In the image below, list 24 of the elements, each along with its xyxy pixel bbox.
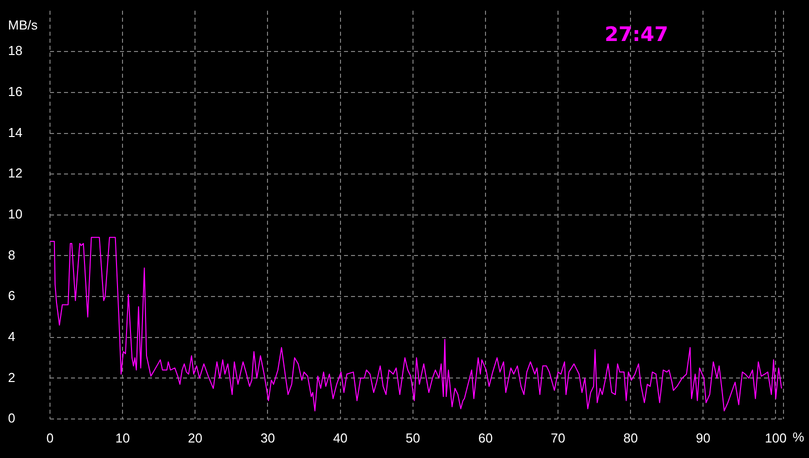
x-tick-label: 80 bbox=[623, 430, 638, 446]
x-tick-label: 100 bbox=[764, 430, 787, 446]
x-tick-label: 40 bbox=[333, 430, 348, 446]
y-axis-title: MB/s bbox=[8, 17, 38, 32]
x-tick-label: 60 bbox=[478, 430, 493, 446]
y-tick-label: 6 bbox=[8, 288, 16, 304]
text: 27:47 bbox=[604, 22, 668, 46]
y-tick-label: 18 bbox=[8, 43, 22, 58]
y-tick-label: 14 bbox=[8, 124, 22, 140]
x-tick-label: 90 bbox=[696, 430, 710, 446]
y-tick-label: 0 bbox=[8, 410, 16, 426]
y-tick-label: 10 bbox=[8, 206, 22, 222]
y-tick-label: 12 bbox=[8, 166, 22, 181]
x-tick-label: 0 bbox=[46, 430, 54, 446]
x-tick-label: 10 bbox=[115, 430, 130, 446]
y-tick-label: 4 bbox=[8, 328, 16, 344]
y-tick-label: 8 bbox=[8, 247, 16, 262]
x-tick-label: 70 bbox=[550, 430, 566, 446]
y-tick-label: 16 bbox=[8, 84, 22, 100]
x-tick-label: 50 bbox=[406, 430, 420, 446]
x-tick-label: 20 bbox=[188, 430, 202, 446]
y-tick-label: 2 bbox=[8, 370, 16, 385]
x-tick-label: 30 bbox=[260, 430, 275, 446]
x-axis-title: % bbox=[792, 430, 805, 445]
